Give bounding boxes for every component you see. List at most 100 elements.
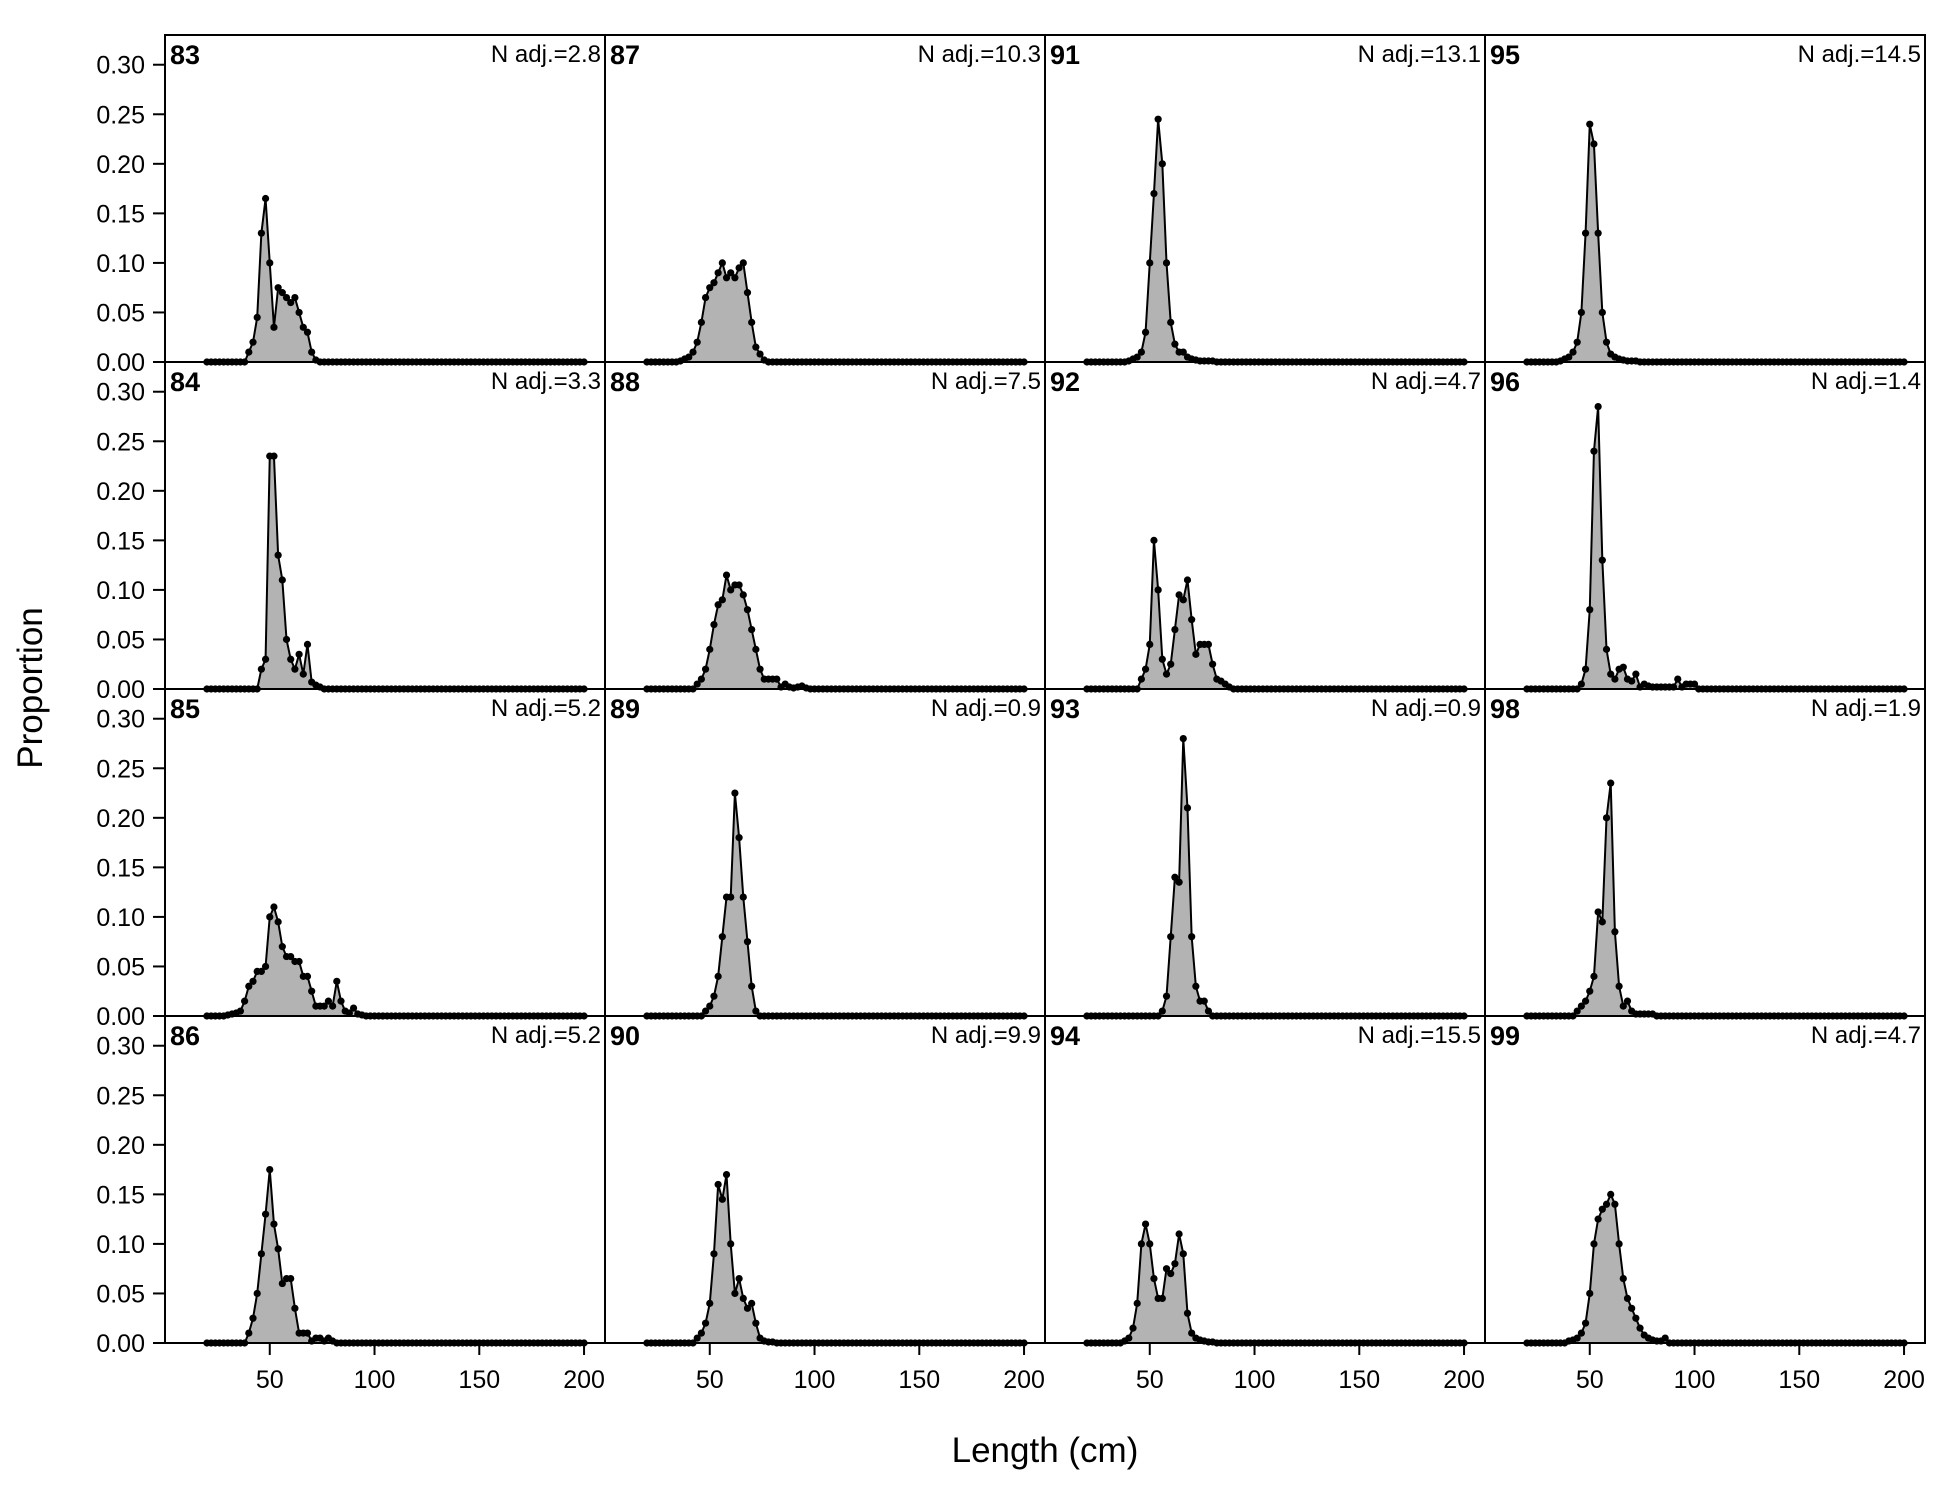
data-point	[693, 1334, 701, 1342]
y-tick-label: 0.15	[96, 527, 145, 555]
data-point	[308, 348, 316, 356]
panel-frame	[604, 688, 1046, 1017]
y-tick-label: 0.20	[96, 478, 145, 506]
series-line-96	[1526, 406, 1905, 690]
panel-n-adj-label: N adj.=4.7	[1371, 368, 1481, 395]
panel-frame	[164, 688, 606, 1017]
data-point	[693, 338, 701, 346]
data-point	[714, 269, 722, 277]
data-point	[739, 259, 747, 267]
data-point	[718, 1195, 726, 1203]
data-point	[722, 571, 731, 579]
x-tick-label: 50	[1576, 1366, 1604, 1394]
data-point	[303, 972, 312, 980]
panel-year-label: 88	[610, 367, 640, 397]
data-point	[249, 977, 257, 985]
data-point	[1137, 1240, 1145, 1248]
panel-year-label: 86	[170, 1021, 200, 1051]
x-tick-label: 50	[1136, 1366, 1164, 1394]
data-point	[245, 1329, 253, 1337]
data-point	[727, 1240, 735, 1248]
data-point	[701, 1319, 710, 1327]
data-point	[1167, 660, 1175, 668]
panel-88: 88 N adj.=7.5	[604, 361, 1046, 693]
panel-86: 86 N adj.=5.2	[164, 1015, 606, 1347]
data-point	[303, 328, 312, 336]
data-point	[1607, 1190, 1615, 1198]
data-point	[1615, 982, 1623, 990]
data-point	[1171, 1260, 1179, 1268]
panel-year-label: 96	[1490, 367, 1520, 397]
panel-n-adj-label: N adj.=5.2	[491, 695, 601, 722]
data-point	[1162, 670, 1171, 678]
panel-n-adj-label: N adj.=5.2	[491, 1022, 601, 1049]
data-point	[1179, 734, 1187, 743]
panel-year-label: 92	[1050, 367, 1080, 397]
data-point	[257, 967, 265, 976]
data-point	[278, 289, 286, 297]
x-tick-label: 200	[1883, 1366, 1925, 1394]
data-point	[257, 229, 265, 237]
y-tick-label: 0.30	[96, 52, 145, 80]
data-point	[706, 284, 714, 292]
data-point	[1628, 1304, 1636, 1312]
y-tick-label: 0.25	[96, 101, 145, 129]
data-point	[270, 1220, 278, 1228]
area-fill-90	[646, 1174, 1025, 1343]
data-point	[714, 1180, 722, 1189]
x-axis: 50 100 150 200 50 100 150 200 50 100 150 200 50 100 15…	[256, 1343, 1925, 1394]
data-point	[1581, 997, 1590, 1005]
data-point	[236, 1007, 245, 1015]
y-axis: 0.000.050.100.150.200.250.300.000.050.10…	[96, 52, 165, 1358]
data-point	[337, 997, 345, 1005]
data-point	[1611, 928, 1619, 936]
data-point	[1611, 675, 1619, 683]
data-point	[261, 655, 270, 663]
panel-frame	[1044, 688, 1486, 1017]
y-tick-label: 0.05	[96, 1280, 145, 1308]
data-point	[295, 650, 303, 658]
panel-frame	[1484, 361, 1926, 690]
data-point	[693, 680, 701, 688]
panel-91: 91 N adj.=13.1	[1044, 34, 1486, 366]
data-point	[1636, 1324, 1644, 1332]
data-point	[1581, 229, 1590, 237]
data-point	[1598, 918, 1606, 926]
data-point	[278, 576, 286, 584]
data-point	[727, 893, 735, 901]
data-point	[303, 640, 312, 649]
area-fill-98	[1526, 783, 1905, 1016]
panel-year-label: 91	[1050, 40, 1080, 70]
data-point	[1569, 348, 1577, 356]
data-point	[697, 1329, 705, 1337]
data-point	[299, 670, 307, 678]
panel-98: 98 N adj.=1.9	[1484, 688, 1926, 1020]
panel-85: 85 N adj.=5.2	[164, 688, 606, 1020]
panel-frame	[604, 1015, 1046, 1344]
data-point	[1577, 1002, 1585, 1010]
data-point	[1188, 1329, 1196, 1337]
data-point	[1137, 675, 1145, 683]
data-point	[1146, 259, 1154, 267]
data-point	[1611, 1200, 1619, 1208]
data-point	[1573, 338, 1581, 346]
data-point	[706, 645, 714, 653]
data-point	[1154, 115, 1162, 123]
panel-year-label: 94	[1050, 1021, 1080, 1051]
panel-grid: 83 N adj.=2.8 84 N adj.=3.3 85 N adj.=5.2 86 N …	[164, 34, 1926, 1347]
data-point	[743, 606, 752, 614]
data-point	[261, 1210, 270, 1218]
data-point	[1628, 677, 1636, 685]
data-point	[303, 1329, 312, 1337]
x-tick-label: 150	[1338, 1366, 1380, 1394]
data-point	[1167, 933, 1175, 941]
panel-n-adj-label: N adj.=9.9	[931, 1022, 1041, 1049]
panel-n-adj-label: N adj.=0.9	[1371, 695, 1481, 722]
panel-frame	[604, 34, 1046, 363]
panel-n-adj-label: N adj.=7.5	[931, 368, 1041, 395]
series-line-84	[206, 455, 585, 690]
data-point	[727, 269, 735, 277]
y-tick-label: 0.25	[96, 755, 145, 783]
data-point	[266, 259, 274, 267]
